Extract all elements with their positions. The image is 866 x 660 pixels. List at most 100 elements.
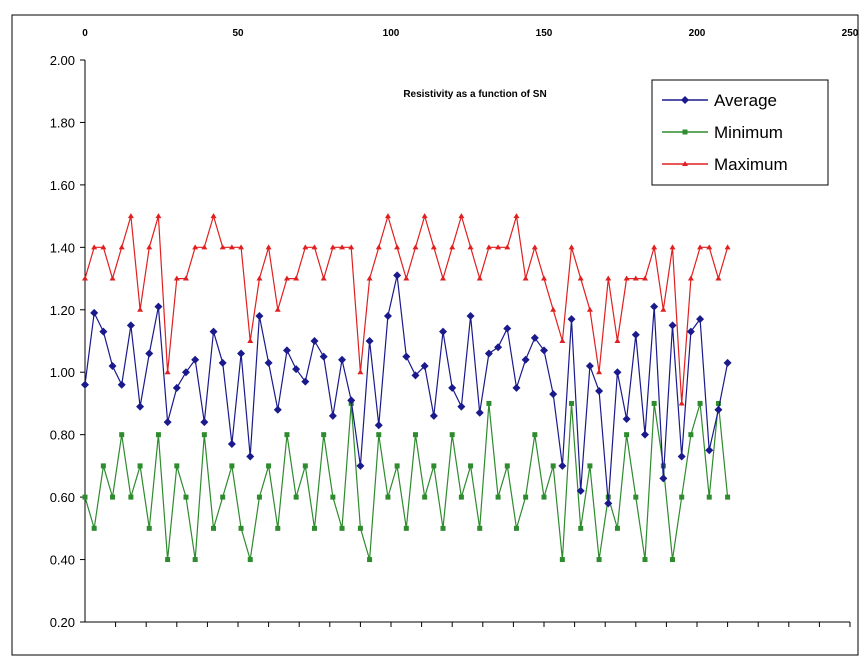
data-point-minimum [596,557,602,563]
data-point-average [301,377,310,386]
data-point-average [319,352,328,361]
data-point-average [117,380,126,389]
data-point-average [714,405,723,414]
data-point-minimum [458,494,464,500]
data-point-maximum [201,244,208,250]
data-point-minimum [495,494,501,500]
data-point-average [668,321,677,330]
data-point-minimum [339,525,345,531]
data-point-maximum [339,244,346,250]
data-point-maximum [348,244,355,250]
data-point-maximum [384,213,391,219]
series-minimum [82,400,731,563]
data-point-average [439,327,448,336]
data-point-maximum [449,244,456,250]
data-point-minimum [201,432,207,438]
data-point-average [218,358,227,367]
data-point-maximum [265,244,272,250]
data-point-maximum [495,244,502,250]
data-point-maximum [421,213,428,219]
data-point-maximum [394,244,401,250]
data-point-maximum [632,275,639,281]
data-point-minimum [670,557,676,563]
data-point-maximum [641,275,648,281]
data-point-minimum [100,463,106,469]
data-point-maximum [155,213,162,219]
data-point-average [365,337,374,345]
y-tick-label: 1.00 [50,365,75,380]
y-tick-label: 1.80 [50,115,75,130]
data-point-average [595,386,604,395]
data-point-minimum [165,557,171,563]
data-point-maximum [687,275,694,281]
data-point-minimum [633,494,639,500]
data-point-maximum [127,213,134,219]
data-point-maximum [173,275,180,281]
data-point-minimum [312,525,317,531]
legend-marker [682,161,688,166]
data-point-average [567,315,576,324]
data-point-maximum [724,244,731,250]
data-point-minimum [293,494,299,500]
data-point-maximum [586,306,593,312]
data-point-average [136,402,145,411]
data-point-average [255,312,264,321]
data-point-average [172,383,181,392]
series-average [81,271,732,508]
data-point-average [448,383,457,392]
data-point-average [126,321,135,330]
data-point-average [145,349,154,358]
data-point-minimum [192,557,198,563]
data-point-average [521,355,530,364]
data-point-average [530,333,539,342]
data-point-minimum [376,432,382,438]
data-point-minimum [651,400,657,406]
data-point-minimum [513,525,519,531]
data-point-average [705,446,714,455]
data-point-maximum [228,244,235,250]
data-point-average [659,474,668,483]
y-tick-label: 0.20 [50,615,75,630]
data-point-average [282,346,291,355]
x-tick-label: 200 [689,28,706,39]
data-point-maximum [541,275,547,281]
x-tick-label: 0 [82,28,88,39]
data-point-maximum [302,244,309,250]
data-point-minimum [211,525,217,531]
data-point-maximum [283,275,290,281]
legend-items: Average Minimum Maximum [662,91,788,174]
data-point-maximum [256,275,263,281]
data-point-minimum [578,525,584,531]
data-point-average [558,461,567,470]
data-point-minimum [614,525,620,531]
data-point-average [273,405,282,414]
data-point-average [181,368,190,377]
data-point-average [640,430,649,439]
y-tick-label: 1.40 [50,240,75,255]
data-point-average [163,418,172,427]
data-point-minimum [275,525,281,531]
series-layer [81,213,732,563]
data-point-average [512,383,521,392]
data-point-average [356,461,365,470]
data-point-maximum [109,275,116,281]
x-tick-label: 250 [842,28,859,39]
data-point-minimum [431,463,437,469]
data-point-minimum [624,432,630,438]
series-maximum [82,213,731,406]
data-point-minimum [394,463,400,469]
data-point-maximum [467,244,474,250]
data-point-minimum [587,463,593,469]
data-point-average [576,486,585,495]
data-point-average [154,302,163,311]
data-point-minimum [725,494,731,500]
data-point-maximum [91,244,98,250]
data-point-maximum [504,244,511,250]
chart-title: Resistivity as a function of SN [403,89,546,100]
data-point-maximum [375,244,382,250]
data-point-minimum [504,463,510,469]
data-point-average [494,343,503,352]
data-point-average [209,327,218,336]
data-point-minimum [477,525,483,531]
data-point-average [246,452,255,461]
